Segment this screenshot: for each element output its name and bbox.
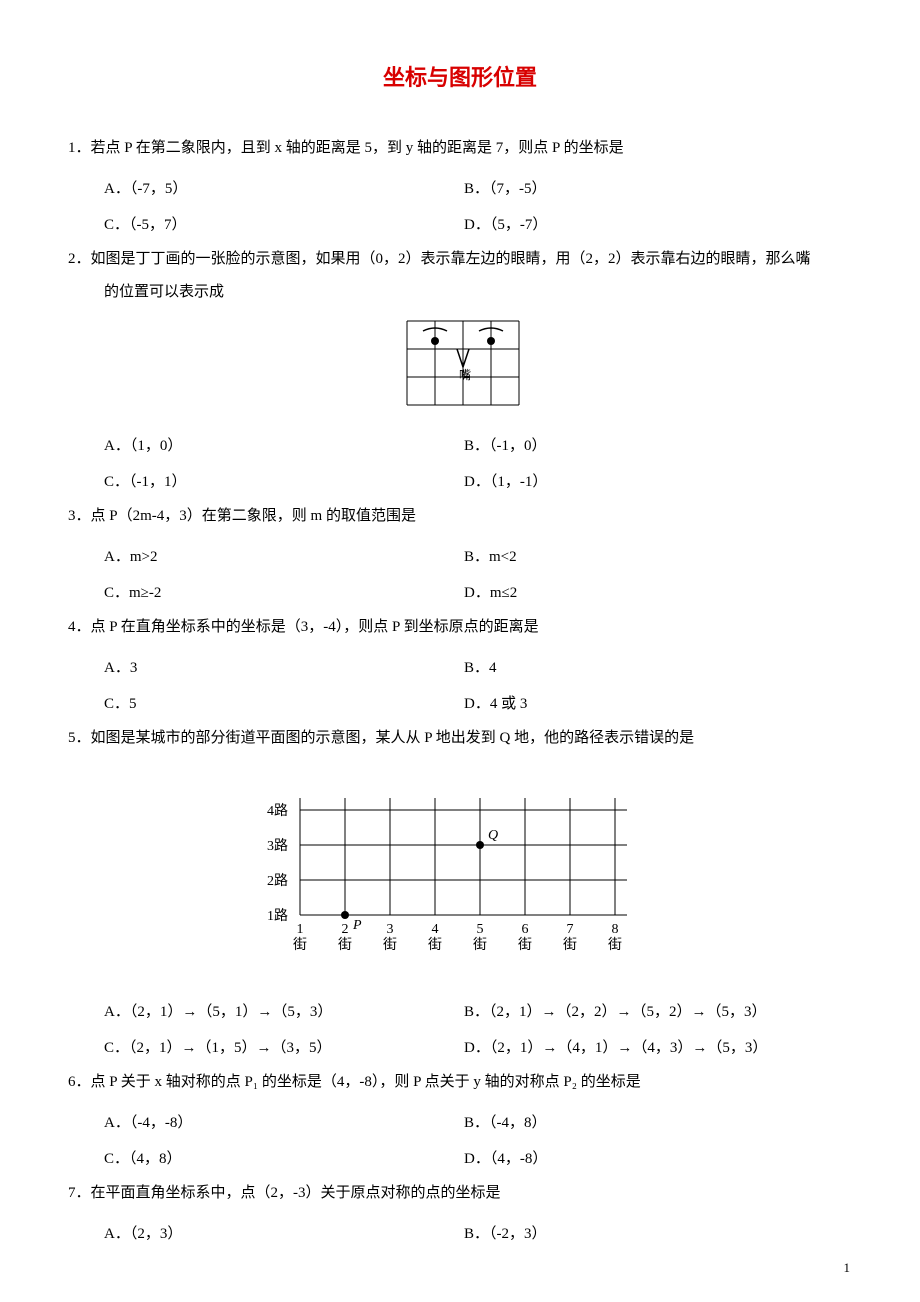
q6-optC: C．（4，8） <box>104 1141 464 1177</box>
question-1: 1．若点 P 在第二象限内，且到 x 轴的距离是 5，到 y 轴的距离是 7，则… <box>68 132 852 165</box>
svg-text:7: 7 <box>567 922 574 937</box>
q7-text: 7．在平面直角坐标系中，点（2，-3）关于原点对称的点的坐标是 <box>68 1177 852 1210</box>
q5-row2: C．（2，1）→（1，5）→（3，5） D．（2，1）→（4，1）→（4，3）→… <box>68 1030 852 1066</box>
svg-text:3: 3 <box>387 922 394 937</box>
q2-optD: D．（1，-1） <box>464 464 824 500</box>
q5-row1: A．（2，1）→（5，1）→（5，3） B．（2，1）→（2，2）→（5，2）→… <box>68 994 852 1030</box>
q1-row1: A．（-7，5） B．（7，-5） <box>68 171 852 207</box>
svg-text:3路: 3路 <box>267 838 288 854</box>
svg-text:街: 街 <box>428 937 442 953</box>
q2-optB: B．（-1，0） <box>464 428 824 464</box>
q3-row2: C．m≥-2 D．m≤2 <box>68 575 852 611</box>
page-number: 1 <box>844 1260 851 1276</box>
svg-text:8: 8 <box>612 922 619 937</box>
q2-text2: 的位置可以表示成 <box>68 276 852 309</box>
q4-row2: C．5 D．4 或 3 <box>68 686 852 722</box>
q2-text: 2．如图是丁丁画的一张脸的示意图，如果用（0，2）表示靠左边的眼睛，用（2，2）… <box>68 243 852 276</box>
q4-body: 点 P 在直角坐标系中的坐标是（3，-4），则点 P 到坐标原点的距离是 <box>91 619 539 635</box>
face-grid-svg: 嘴 <box>405 319 521 411</box>
q6-text: 6．点 P 关于 x 轴对称的点 P₁ 的坐标是（4，-8），则 P 点关于 y… <box>68 1066 852 1099</box>
question-7: 7．在平面直角坐标系中，点（2，-3）关于原点对称的点的坐标是 <box>68 1177 852 1210</box>
question-5: 5．如图是某城市的部分街道平面图的示意图，某人从 P 地出发到 Q 地，他的路径… <box>68 722 852 755</box>
q7-body: 在平面直角坐标系中，点（2，-3）关于原点对称的点的坐标是 <box>91 1185 501 1201</box>
svg-text:街: 街 <box>518 937 532 953</box>
svg-text:2: 2 <box>342 922 349 937</box>
q6-optB: B．（-4，8） <box>464 1105 824 1141</box>
q4-text: 4．点 P 在直角坐标系中的坐标是（3，-4），则点 P 到坐标原点的距离是 <box>68 611 852 644</box>
q4-optD: D．4 或 3 <box>464 686 824 722</box>
q2-figure: 嘴 <box>68 319 852 414</box>
q7-optA: A．（2，3） <box>104 1216 464 1252</box>
question-2: 2．如图是丁丁画的一张脸的示意图，如果用（0，2）表示靠左边的眼睛，用（2，2）… <box>68 243 852 309</box>
q5-text: 5．如图是某城市的部分街道平面图的示意图，某人从 P 地出发到 Q 地，他的路径… <box>68 722 852 755</box>
svg-text:嘴: 嘴 <box>459 368 471 382</box>
svg-text:街: 街 <box>383 937 397 953</box>
q1-optB: B．（7，-5） <box>464 171 824 207</box>
q6-row1: A．（-4，-8） B．（-4，8） <box>68 1105 852 1141</box>
q5-optA: A．（2，1）→（5，1）→（5，3） <box>104 994 464 1030</box>
svg-text:街: 街 <box>563 937 577 953</box>
q3-optC: C．m≥-2 <box>104 575 464 611</box>
svg-text:1: 1 <box>297 922 304 937</box>
q6-optA: A．（-4，-8） <box>104 1105 464 1141</box>
svg-text:1路: 1路 <box>267 908 288 924</box>
q2-optC: C．（-1，1） <box>104 464 464 500</box>
svg-text:街: 街 <box>293 937 307 953</box>
q4-optC: C．5 <box>104 686 464 722</box>
question-4: 4．点 P 在直角坐标系中的坐标是（3，-4），则点 P 到坐标原点的距离是 <box>68 611 852 644</box>
street-grid-svg: 1街2街3街4街5街6街7街8街1路2路3路4路PQ <box>240 765 680 975</box>
q5-optB: B．（2，1）→（2，2）→（5，2）→（5，3） <box>464 994 824 1030</box>
q1-text: 1．若点 P 在第二象限内，且到 x 轴的距离是 5，到 y 轴的距离是 7，则… <box>68 132 852 165</box>
q3-optD: D．m≤2 <box>464 575 824 611</box>
svg-text:2路: 2路 <box>267 873 288 889</box>
q1-optD: D．（5，-7） <box>464 207 824 243</box>
question-3: 3．点 P（2m-4，3）在第二象限，则 m 的取值范围是 <box>68 500 852 533</box>
q6-row2: C．（4，8） D．（4，-8） <box>68 1141 852 1177</box>
q2-body: 如图是丁丁画的一张脸的示意图，如果用（0，2）表示靠左边的眼睛，用（2，2）表示… <box>91 251 811 267</box>
q5-optC: C．（2，1）→（1，5）→（3，5） <box>104 1030 464 1066</box>
q7-optB: B．（-2，3） <box>464 1216 824 1252</box>
q4-optB: B．4 <box>464 650 824 686</box>
question-6: 6．点 P 关于 x 轴对称的点 P₁ 的坐标是（4，-8），则 P 点关于 y… <box>68 1066 852 1099</box>
q3-row1: A．m>2 B．m<2 <box>68 539 852 575</box>
q1-optC: C．（-5，7） <box>104 207 464 243</box>
q2-optA: A．（1，0） <box>104 428 464 464</box>
q6-body: 点 P 关于 x 轴对称的点 P₁ 的坐标是（4，-8），则 P 点关于 y 轴… <box>91 1074 641 1090</box>
svg-text:街: 街 <box>338 937 352 953</box>
svg-text:街: 街 <box>608 937 622 953</box>
q5-body: 如图是某城市的部分街道平面图的示意图，某人从 P 地出发到 Q 地，他的路径表示… <box>91 730 695 746</box>
q4-row1: A．3 B．4 <box>68 650 852 686</box>
q1-body: 若点 P 在第二象限内，且到 x 轴的距离是 5，到 y 轴的距离是 7，则点 … <box>91 140 624 156</box>
q3-optB: B．m<2 <box>464 539 824 575</box>
q5-figure: 1街2街3街4街5街6街7街8街1路2路3路4路PQ <box>68 765 852 980</box>
q1-optA: A．（-7，5） <box>104 171 464 207</box>
q2-row1: A．（1，0） B．（-1，0） <box>68 428 852 464</box>
q3-text: 3．点 P（2m-4，3）在第二象限，则 m 的取值范围是 <box>68 500 852 533</box>
q6-optD: D．（4，-8） <box>464 1141 824 1177</box>
q4-optA: A．3 <box>104 650 464 686</box>
q5-optD: D．（2，1）→（4，1）→（4，3）→（5，3） <box>464 1030 824 1066</box>
svg-text:5: 5 <box>477 922 484 937</box>
svg-text:4: 4 <box>432 922 439 937</box>
svg-text:Q: Q <box>488 828 498 843</box>
svg-text:P: P <box>352 918 362 933</box>
q7-row1: A．（2，3） B．（-2，3） <box>68 1216 852 1252</box>
q3-optA: A．m>2 <box>104 539 464 575</box>
svg-text:6: 6 <box>522 922 529 937</box>
q1-row2: C．（-5，7） D．（5，-7） <box>68 207 852 243</box>
q3-body: 点 P（2m-4，3）在第二象限，则 m 的取值范围是 <box>91 508 416 524</box>
svg-text:街: 街 <box>473 937 487 953</box>
svg-text:4路: 4路 <box>267 803 288 819</box>
page-title: 坐标与图形位置 <box>68 60 852 92</box>
q2-row2: C．（-1，1） D．（1，-1） <box>68 464 852 500</box>
